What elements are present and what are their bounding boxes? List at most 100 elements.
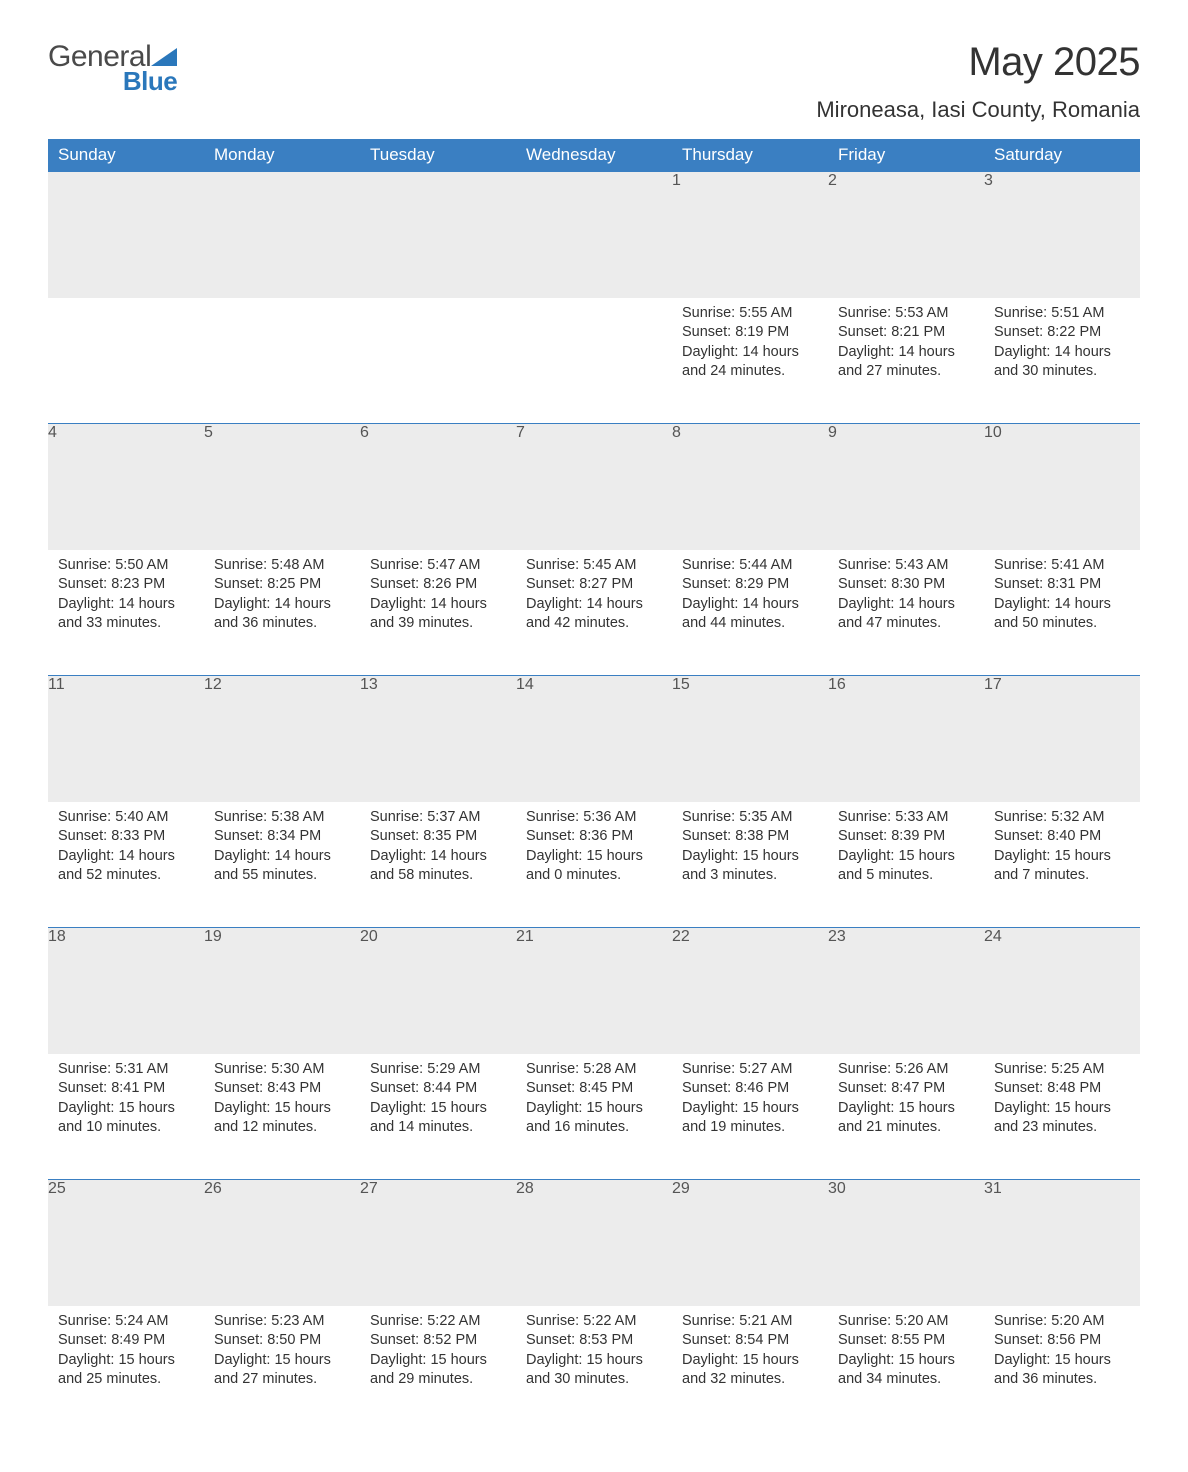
day-number-cell: 28 bbox=[516, 1180, 672, 1306]
sunset-line: Sunset: 8:44 PM bbox=[370, 1079, 506, 1099]
sunset-line: Sunset: 8:30 PM bbox=[838, 575, 974, 595]
day-number-cell bbox=[516, 172, 672, 298]
day-number-cell bbox=[48, 172, 204, 298]
day-number-cell: 17 bbox=[984, 676, 1140, 802]
day-number-cell: 27 bbox=[360, 1180, 516, 1306]
daylight-line: Daylight: 15 hours and 30 minutes. bbox=[526, 1351, 662, 1390]
daylight-line: Daylight: 14 hours and 50 minutes. bbox=[994, 595, 1130, 634]
daylight-line: Daylight: 15 hours and 36 minutes. bbox=[994, 1351, 1130, 1390]
daylight-line: Daylight: 14 hours and 47 minutes. bbox=[838, 595, 974, 634]
day-cell-body: Sunrise: 5:35 AMSunset: 8:38 PMDaylight:… bbox=[672, 802, 828, 894]
daylight-line: Daylight: 14 hours and 33 minutes. bbox=[58, 595, 194, 634]
day-cell: Sunrise: 5:23 AMSunset: 8:50 PMDaylight:… bbox=[204, 1306, 360, 1432]
day-cell: Sunrise: 5:53 AMSunset: 8:21 PMDaylight:… bbox=[828, 298, 984, 424]
day-cell-body: Sunrise: 5:30 AMSunset: 8:43 PMDaylight:… bbox=[204, 1054, 360, 1146]
sunrise-line: Sunrise: 5:26 AM bbox=[838, 1060, 974, 1080]
day-cell-body: Sunrise: 5:41 AMSunset: 8:31 PMDaylight:… bbox=[984, 550, 1140, 642]
day-cell: Sunrise: 5:20 AMSunset: 8:56 PMDaylight:… bbox=[984, 1306, 1140, 1432]
sunrise-line: Sunrise: 5:53 AM bbox=[838, 304, 974, 324]
sunset-line: Sunset: 8:29 PM bbox=[682, 575, 818, 595]
day-cell-body: Sunrise: 5:36 AMSunset: 8:36 PMDaylight:… bbox=[516, 802, 672, 894]
day-cell-body: Sunrise: 5:44 AMSunset: 8:29 PMDaylight:… bbox=[672, 550, 828, 642]
daylight-line: Daylight: 15 hours and 34 minutes. bbox=[838, 1351, 974, 1390]
sunrise-line: Sunrise: 5:40 AM bbox=[58, 808, 194, 828]
day-number-cell: 21 bbox=[516, 928, 672, 1054]
week-body-row: Sunrise: 5:31 AMSunset: 8:41 PMDaylight:… bbox=[48, 1054, 1140, 1180]
sunrise-line: Sunrise: 5:41 AM bbox=[994, 556, 1130, 576]
week-body-row: Sunrise: 5:40 AMSunset: 8:33 PMDaylight:… bbox=[48, 802, 1140, 928]
sunrise-line: Sunrise: 5:44 AM bbox=[682, 556, 818, 576]
daylight-line: Daylight: 15 hours and 14 minutes. bbox=[370, 1099, 506, 1138]
day-number-cell: 25 bbox=[48, 1180, 204, 1306]
sunset-line: Sunset: 8:31 PM bbox=[994, 575, 1130, 595]
sunrise-line: Sunrise: 5:25 AM bbox=[994, 1060, 1130, 1080]
daylight-line: Daylight: 15 hours and 3 minutes. bbox=[682, 847, 818, 886]
sunrise-line: Sunrise: 5:38 AM bbox=[214, 808, 350, 828]
day-number-cell: 12 bbox=[204, 676, 360, 802]
day-cell-body: Sunrise: 5:48 AMSunset: 8:25 PMDaylight:… bbox=[204, 550, 360, 642]
title-block: May 2025 Mironeasa, Iasi County, Romania bbox=[816, 40, 1140, 133]
sunrise-line: Sunrise: 5:37 AM bbox=[370, 808, 506, 828]
sunrise-line: Sunrise: 5:20 AM bbox=[994, 1312, 1130, 1332]
daylight-line: Daylight: 14 hours and 36 minutes. bbox=[214, 595, 350, 634]
day-number-cell: 22 bbox=[672, 928, 828, 1054]
day-number-cell: 1 bbox=[672, 172, 828, 298]
day-cell: Sunrise: 5:47 AMSunset: 8:26 PMDaylight:… bbox=[360, 550, 516, 676]
day-cell: Sunrise: 5:48 AMSunset: 8:25 PMDaylight:… bbox=[204, 550, 360, 676]
day-header-row: Sunday Monday Tuesday Wednesday Thursday… bbox=[48, 139, 1140, 172]
daylight-line: Daylight: 15 hours and 0 minutes. bbox=[526, 847, 662, 886]
day-cell: Sunrise: 5:44 AMSunset: 8:29 PMDaylight:… bbox=[672, 550, 828, 676]
sunrise-line: Sunrise: 5:36 AM bbox=[526, 808, 662, 828]
week-body-row: Sunrise: 5:55 AMSunset: 8:19 PMDaylight:… bbox=[48, 298, 1140, 424]
daylight-line: Daylight: 15 hours and 16 minutes. bbox=[526, 1099, 662, 1138]
sunset-line: Sunset: 8:22 PM bbox=[994, 323, 1130, 343]
sunrise-line: Sunrise: 5:20 AM bbox=[838, 1312, 974, 1332]
page-header: General Blue May 2025 Mironeasa, Iasi Co… bbox=[48, 40, 1140, 133]
daylight-line: Daylight: 15 hours and 5 minutes. bbox=[838, 847, 974, 886]
day-cell-body: Sunrise: 5:25 AMSunset: 8:48 PMDaylight:… bbox=[984, 1054, 1140, 1146]
day-cell-body: Sunrise: 5:37 AMSunset: 8:35 PMDaylight:… bbox=[360, 802, 516, 894]
day-cell: Sunrise: 5:22 AMSunset: 8:53 PMDaylight:… bbox=[516, 1306, 672, 1432]
sunset-line: Sunset: 8:54 PM bbox=[682, 1331, 818, 1351]
sunset-line: Sunset: 8:49 PM bbox=[58, 1331, 194, 1351]
day-cell: Sunrise: 5:21 AMSunset: 8:54 PMDaylight:… bbox=[672, 1306, 828, 1432]
sunset-line: Sunset: 8:43 PM bbox=[214, 1079, 350, 1099]
day-cell: Sunrise: 5:24 AMSunset: 8:49 PMDaylight:… bbox=[48, 1306, 204, 1432]
day-number-cell: 15 bbox=[672, 676, 828, 802]
day-number-cell: 20 bbox=[360, 928, 516, 1054]
sunrise-line: Sunrise: 5:31 AM bbox=[58, 1060, 194, 1080]
day-cell: Sunrise: 5:43 AMSunset: 8:30 PMDaylight:… bbox=[828, 550, 984, 676]
daylight-line: Daylight: 15 hours and 25 minutes. bbox=[58, 1351, 194, 1390]
day-header: Monday bbox=[204, 139, 360, 172]
day-number-cell: 11 bbox=[48, 676, 204, 802]
day-cell bbox=[360, 298, 516, 424]
sunset-line: Sunset: 8:48 PM bbox=[994, 1079, 1130, 1099]
day-cell: Sunrise: 5:40 AMSunset: 8:33 PMDaylight:… bbox=[48, 802, 204, 928]
day-cell-body: Sunrise: 5:50 AMSunset: 8:23 PMDaylight:… bbox=[48, 550, 204, 642]
calendar-body: 123Sunrise: 5:55 AMSunset: 8:19 PMDaylig… bbox=[48, 172, 1140, 1432]
day-number-cell bbox=[360, 172, 516, 298]
day-number-cell: 18 bbox=[48, 928, 204, 1054]
sunrise-line: Sunrise: 5:47 AM bbox=[370, 556, 506, 576]
sunset-line: Sunset: 8:38 PM bbox=[682, 827, 818, 847]
day-cell-body: Sunrise: 5:20 AMSunset: 8:56 PMDaylight:… bbox=[984, 1306, 1140, 1398]
sunset-line: Sunset: 8:25 PM bbox=[214, 575, 350, 595]
day-cell: Sunrise: 5:26 AMSunset: 8:47 PMDaylight:… bbox=[828, 1054, 984, 1180]
day-cell: Sunrise: 5:50 AMSunset: 8:23 PMDaylight:… bbox=[48, 550, 204, 676]
day-number-cell: 31 bbox=[984, 1180, 1140, 1306]
brand-logo: General Blue bbox=[48, 40, 177, 94]
day-number-cell: 13 bbox=[360, 676, 516, 802]
day-cell-body: Sunrise: 5:26 AMSunset: 8:47 PMDaylight:… bbox=[828, 1054, 984, 1146]
day-cell-body: Sunrise: 5:29 AMSunset: 8:44 PMDaylight:… bbox=[360, 1054, 516, 1146]
daynum-row: 123 bbox=[48, 172, 1140, 298]
day-number-cell: 14 bbox=[516, 676, 672, 802]
day-cell-body: Sunrise: 5:33 AMSunset: 8:39 PMDaylight:… bbox=[828, 802, 984, 894]
day-cell-body: Sunrise: 5:53 AMSunset: 8:21 PMDaylight:… bbox=[828, 298, 984, 390]
calendar-header: Sunday Monday Tuesday Wednesday Thursday… bbox=[48, 139, 1140, 172]
sunrise-line: Sunrise: 5:24 AM bbox=[58, 1312, 194, 1332]
sunrise-line: Sunrise: 5:50 AM bbox=[58, 556, 194, 576]
day-cell: Sunrise: 5:22 AMSunset: 8:52 PMDaylight:… bbox=[360, 1306, 516, 1432]
day-number-cell: 23 bbox=[828, 928, 984, 1054]
sunrise-line: Sunrise: 5:43 AM bbox=[838, 556, 974, 576]
day-number-cell bbox=[204, 172, 360, 298]
